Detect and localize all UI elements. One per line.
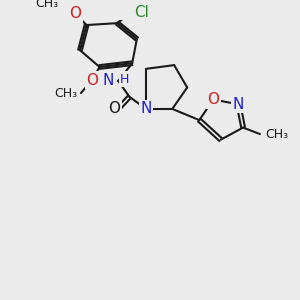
Text: O: O xyxy=(69,6,81,21)
Text: H: H xyxy=(120,73,130,85)
Text: CH₃: CH₃ xyxy=(266,128,289,141)
Text: N: N xyxy=(102,74,114,88)
Text: N: N xyxy=(140,101,152,116)
Text: O: O xyxy=(207,92,219,107)
Text: CH₃: CH₃ xyxy=(35,0,58,10)
Text: CH₃: CH₃ xyxy=(54,87,77,100)
Text: O: O xyxy=(86,73,98,88)
Text: O: O xyxy=(109,101,121,116)
Text: Cl: Cl xyxy=(134,5,149,20)
Text: N: N xyxy=(233,97,244,112)
